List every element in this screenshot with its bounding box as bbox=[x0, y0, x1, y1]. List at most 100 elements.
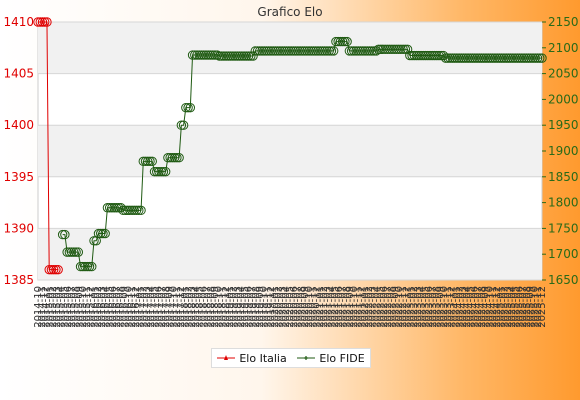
elo-fide-point bbox=[75, 261, 86, 272]
elo-fide-point bbox=[158, 166, 169, 177]
x-tick-label: 2016-09 bbox=[120, 286, 131, 328]
elo-fide-point bbox=[138, 156, 148, 167]
elo-fide-point bbox=[295, 46, 305, 56]
elo-fide-point bbox=[308, 46, 319, 56]
x-tick-label: 2018-02 bbox=[183, 286, 194, 328]
x-tick-label: 2022-05 bbox=[375, 286, 386, 328]
x-tick-label: 2017-05 bbox=[150, 286, 161, 328]
x-tick-label: 2022-10 bbox=[394, 286, 405, 328]
elo-fide-point bbox=[409, 50, 420, 61]
elo-fide-point bbox=[317, 46, 328, 56]
x-tick-label: 2022-01 bbox=[360, 286, 371, 328]
elo-fide-point bbox=[196, 50, 207, 60]
elo-fide-point bbox=[214, 51, 225, 61]
x-tick-label: 2025-03 bbox=[503, 286, 514, 328]
elo-fide-point bbox=[286, 46, 296, 56]
elo-fide-point bbox=[470, 53, 480, 63]
elo-fide-point bbox=[423, 50, 433, 61]
elo-fide-point bbox=[501, 53, 511, 63]
series-elo-italia bbox=[33, 17, 63, 275]
elo-fide-point bbox=[82, 261, 92, 272]
elo-fide-point bbox=[78, 261, 88, 272]
y-left-tick-label: 1400 bbox=[3, 118, 34, 132]
elo-fide-point bbox=[87, 261, 97, 272]
y-left-tick-label: 1410 bbox=[3, 15, 34, 29]
elo-fide-point bbox=[311, 46, 321, 56]
y-right-tick-label: 1900 bbox=[548, 144, 579, 158]
elo-fide-point bbox=[147, 156, 157, 167]
elo-fide-point bbox=[400, 44, 411, 55]
elo-fide-point bbox=[129, 205, 140, 216]
elo-fide-point bbox=[405, 50, 415, 61]
elo-fide-point bbox=[165, 153, 175, 163]
elo-fide-point bbox=[378, 44, 388, 55]
elo-fide-point bbox=[163, 153, 173, 163]
elo-fide-point bbox=[100, 228, 110, 239]
y-right-tick-label: 1650 bbox=[548, 273, 579, 287]
y-right-tick-label: 2050 bbox=[548, 67, 579, 81]
x-tick-label: 2014-10 bbox=[33, 286, 44, 328]
elo-fide-point bbox=[380, 44, 390, 55]
elo-fide-point bbox=[304, 46, 314, 56]
y-right-tick-label: 2100 bbox=[548, 41, 579, 55]
elo-fide-point bbox=[190, 50, 200, 60]
elo-fide-point bbox=[194, 50, 204, 60]
elo-fide-point bbox=[306, 46, 316, 56]
elo-fide-point bbox=[474, 53, 484, 63]
x-tick-label: 2025-09 bbox=[526, 286, 537, 328]
x-tick-label: 2023-10 bbox=[439, 286, 450, 328]
elo-fide-point bbox=[113, 203, 124, 213]
elo-fide-point bbox=[259, 46, 269, 56]
elo-italia-point bbox=[44, 264, 54, 275]
elo-fide-point bbox=[530, 53, 540, 63]
x-tick-label: 2019-12 bbox=[266, 286, 277, 328]
x-tick-label: 2021-11 bbox=[353, 286, 364, 328]
x-tick-label: 2023-03 bbox=[413, 286, 424, 328]
x-tick-label: 2016-11 bbox=[127, 286, 138, 328]
elo-italia-point bbox=[48, 264, 59, 275]
x-tick-label: 2021-10 bbox=[349, 286, 360, 328]
elo-fide-point bbox=[367, 46, 377, 56]
elo-fide-point bbox=[333, 36, 343, 47]
elo-fide-point bbox=[454, 53, 464, 63]
x-tick-label: 2023-01 bbox=[405, 286, 416, 328]
elo-fide-point bbox=[284, 46, 294, 56]
y-left-tick-label: 1405 bbox=[3, 67, 34, 81]
elo-fide-point bbox=[322, 46, 332, 56]
elo-fide-point bbox=[234, 51, 245, 61]
x-tick-label: 2025-02 bbox=[499, 286, 510, 328]
elo-fide-point bbox=[140, 156, 151, 167]
elo-fide-point bbox=[467, 53, 478, 63]
x-tick-label: 2023-12 bbox=[447, 286, 458, 328]
elo-italia-point bbox=[53, 264, 63, 275]
x-tick-label: 2023-11 bbox=[443, 286, 454, 328]
elo-fide-point bbox=[275, 46, 285, 56]
y-right-tick-label: 1750 bbox=[548, 221, 579, 235]
plot-band bbox=[38, 125, 542, 177]
x-tick-label: 2017-10 bbox=[168, 286, 179, 328]
x-tick-label: 2015-07 bbox=[67, 286, 78, 328]
x-tick-label: 2021-08 bbox=[341, 286, 352, 328]
elo-fide-point bbox=[178, 120, 189, 130]
elo-fide-point bbox=[519, 53, 529, 63]
y-axis-right: 1650 1700 1750 1800 1850 1900 1950 2000 2050 2100… bbox=[542, 15, 579, 287]
elo-fide-point bbox=[131, 205, 142, 216]
x-tick-label: 2020-10 bbox=[304, 286, 315, 328]
x-tick-label: 2024-02 bbox=[454, 286, 465, 328]
y-right-tick-label: 1950 bbox=[548, 118, 579, 132]
x-tick-label: 2015-04 bbox=[56, 286, 67, 328]
x-tick-label: 2020-01 bbox=[270, 286, 281, 328]
legend-item-elo-italia: Elo Italia bbox=[217, 352, 287, 365]
x-tick-label: 2016-03 bbox=[97, 286, 108, 328]
x-tick-label: 2024-04 bbox=[462, 286, 473, 328]
x-tick-label: 2021-12 bbox=[356, 286, 367, 328]
elo-fide-point bbox=[154, 166, 164, 177]
elo-fide-point bbox=[407, 50, 417, 61]
elo-fide-point bbox=[64, 247, 75, 257]
elo-fide-point bbox=[463, 53, 473, 63]
elo-fide-point bbox=[212, 50, 222, 60]
elo-fide-point bbox=[326, 46, 337, 56]
elo-fide-point bbox=[109, 203, 119, 213]
x-tick-label: 2015-02 bbox=[48, 286, 59, 328]
elo-fide-point bbox=[376, 44, 386, 55]
